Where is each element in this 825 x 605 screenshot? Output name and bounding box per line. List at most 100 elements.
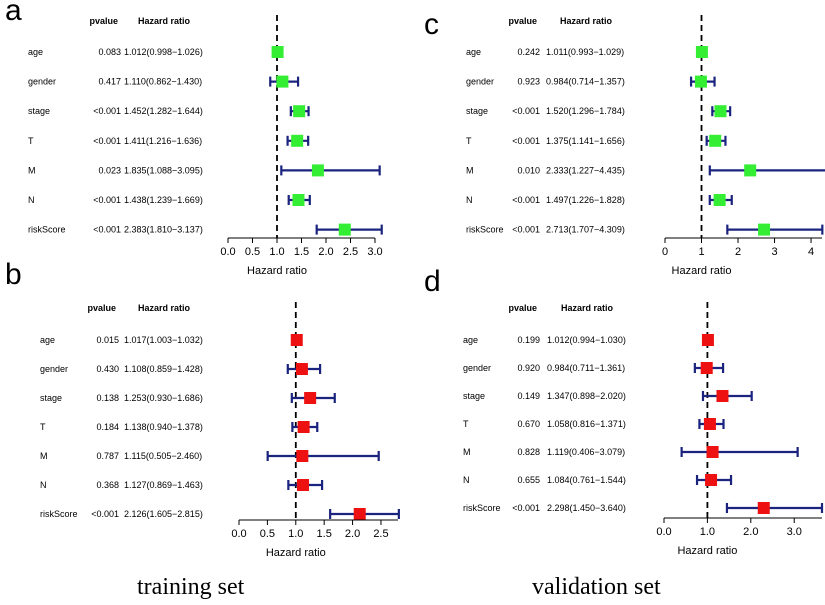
panel-b-hr-header: Hazard ratio <box>138 303 191 313</box>
panel-b-row-pvalue: 0.430 <box>96 364 119 374</box>
panel-d-row-pvalue: 0.828 <box>517 447 540 457</box>
panel-b-x-tick-label: 1.0 <box>288 528 303 540</box>
panel-b-hr-marker <box>304 392 317 404</box>
panel-c-pvalue-header: pvalue <box>508 16 537 26</box>
panel-d-hr-marker <box>701 334 714 346</box>
panel-a-letter: a <box>5 0 22 27</box>
panel-d-hr-marker <box>700 362 713 374</box>
panel-b-x-tick-label: 2.0 <box>345 528 360 540</box>
panel-b-hr-marker <box>295 363 308 375</box>
panel-b-row-hr-text: 1.115(0.505−2.460) <box>124 451 202 461</box>
panel-b-row-pvalue: 0.138 <box>96 393 119 403</box>
panel-a-row-label: N <box>28 195 35 205</box>
panel-b-x-tick-label: 1.5 <box>317 528 332 540</box>
panel-c-row-label: T <box>466 136 472 146</box>
panel-d-row-hr-text: 1.347(0.898−2.020) <box>547 391 626 401</box>
panel-b-hr-marker <box>290 334 303 346</box>
panel-a-row-hr-text: 1.411(1.216−1.636) <box>124 136 202 146</box>
panel-a-hr-header: Hazard ratio <box>138 16 191 26</box>
panel-c-row-label: N <box>466 195 473 205</box>
panel-d-row-label: riskScore <box>463 503 501 513</box>
panel-a-row-label: T <box>28 136 34 146</box>
panel-b-x-tick-label: 2.5 <box>373 528 388 540</box>
panel-c-hr-header: Hazard ratio <box>560 16 613 26</box>
panel-c-row-pvalue: <0.001 <box>512 195 540 205</box>
panel-c-hr-marker <box>744 164 757 177</box>
panel-b-row-label: age <box>40 335 55 345</box>
panel-c-row-pvalue: <0.001 <box>512 106 540 116</box>
panel-d-hr-marker <box>716 390 729 402</box>
panel-a-hr-marker <box>292 194 305 206</box>
panel-a-hr-marker <box>293 105 306 118</box>
panel-c-letter: c <box>424 8 439 41</box>
panel-c-row-hr-text: 1.520(1.296−1.784) <box>546 106 625 116</box>
panel-c-row-hr-text: 2.333(1.227−4.435) <box>546 165 625 175</box>
panel-d-x-tick-label: 1.0 <box>700 526 715 538</box>
panel-b-row-hr-text: 1.253(0.930−1.686) <box>124 393 203 403</box>
panel-c-row-hr-text: 0.984(0.714−1.357) <box>546 77 625 87</box>
panel-c-hr-marker <box>709 134 722 147</box>
panel-c-hr-marker <box>694 75 707 88</box>
panel-c-row-hr-text: 1.011(0.993−1.029) <box>546 47 624 57</box>
panel-b-hr-marker <box>296 450 309 462</box>
panel-a-x-tick-label: 3.0 <box>367 246 382 258</box>
panel-b-hr-marker <box>297 421 310 433</box>
panel-c-row-pvalue: 0.923 <box>517 77 540 87</box>
panel-a-row-label: age <box>28 47 43 57</box>
panel-d-hr-header: Hazard ratio <box>561 303 614 313</box>
panel-a-hr-marker <box>271 46 284 58</box>
panel-a-hr-marker <box>338 223 351 236</box>
panel-c-row-label: gender <box>466 77 494 87</box>
panel-c-x-tick-label: 2 <box>735 246 741 258</box>
panel-b-row-label: gender <box>40 364 68 374</box>
panel-c-hr-marker <box>714 105 727 118</box>
panel-a-x-tick-label: 2.5 <box>343 246 358 258</box>
panel-a-x-tick-label: 1.5 <box>294 246 309 258</box>
panel-a-row-pvalue: 0.417 <box>98 77 121 87</box>
panel-a-row-pvalue: 0.083 <box>98 47 121 57</box>
panel-b-letter: b <box>5 258 22 291</box>
panel-d-row-hr-text: 1.058(0.816−1.371) <box>547 419 626 429</box>
panel-b-row-label: T <box>40 422 46 432</box>
panel-b-row-label: stage <box>40 393 62 403</box>
panel-a-row-pvalue: <0.001 <box>93 106 121 116</box>
panel-c-row-pvalue: <0.001 <box>512 225 540 235</box>
panel-d-row-label: T <box>463 419 469 429</box>
panel-a-x-tick-label: 0.5 <box>245 246 260 258</box>
panel-c-hr-marker <box>758 223 771 236</box>
panel-d-row-pvalue: 0.655 <box>517 475 540 485</box>
panel-c-x-tick-label: 3 <box>771 246 777 258</box>
panel-c-row-hr-text: 1.375(1.141−1.656) <box>546 136 625 146</box>
panel-d-row-hr-text: 2.298(1.450−3.640) <box>547 503 626 513</box>
panel-a-row-hr-text: 2.383(1.810−3.137) <box>124 225 203 235</box>
panel-c-x-axis-title: Hazard ratio <box>672 265 732 277</box>
panel-d-row-pvalue: 0.670 <box>517 419 540 429</box>
panel-d-hr-marker <box>703 418 716 430</box>
panel-d-x-axis-title: Hazard ratio <box>677 545 737 557</box>
panel-b-row-label: M <box>40 451 48 461</box>
panel-c-x-tick-label: 1 <box>698 246 704 258</box>
panel-a-row-hr-text: 1.452(1.282−1.644) <box>124 106 203 116</box>
panel-d-x-tick-label: 0.0 <box>656 526 671 538</box>
panel-c-row-label: riskScore <box>466 225 504 235</box>
panel-a-row-hr-text: 1.835(1.088−3.095) <box>124 165 203 175</box>
panel-d-hr-marker <box>757 502 770 514</box>
panel-d-pvalue-header: pvalue <box>508 303 537 313</box>
panel-a-hr-marker <box>276 75 289 88</box>
panel-b-row-pvalue: 0.787 <box>96 451 119 461</box>
panel-a-row-label: M <box>28 165 36 175</box>
panel-d-row-hr-text: 1.084(0.761−1.544) <box>547 475 626 485</box>
panel-c-row-hr-text: 2.713(1.707−4.309) <box>546 225 625 235</box>
panel-a-row-hr-text: 1.438(1.239−1.669) <box>124 195 203 205</box>
panel-d-row-label: stage <box>463 391 485 401</box>
panel-a-row-pvalue: <0.001 <box>93 195 121 205</box>
panel-d-row-label: gender <box>463 363 491 373</box>
panel-a-x-tick-label: 0.0 <box>220 246 235 258</box>
panel-d-row-label: age <box>463 335 478 345</box>
panel-c-row-pvalue: 0.242 <box>517 47 540 57</box>
panel-d-row-pvalue: 0.199 <box>517 335 540 345</box>
panel-a-row-pvalue: 0.023 <box>98 165 121 175</box>
panel-b-row-hr-text: 2.126(1.605−2.815) <box>124 509 203 519</box>
panel-a-row-hr-text: 1.110(0.862−1.430) <box>124 77 202 87</box>
